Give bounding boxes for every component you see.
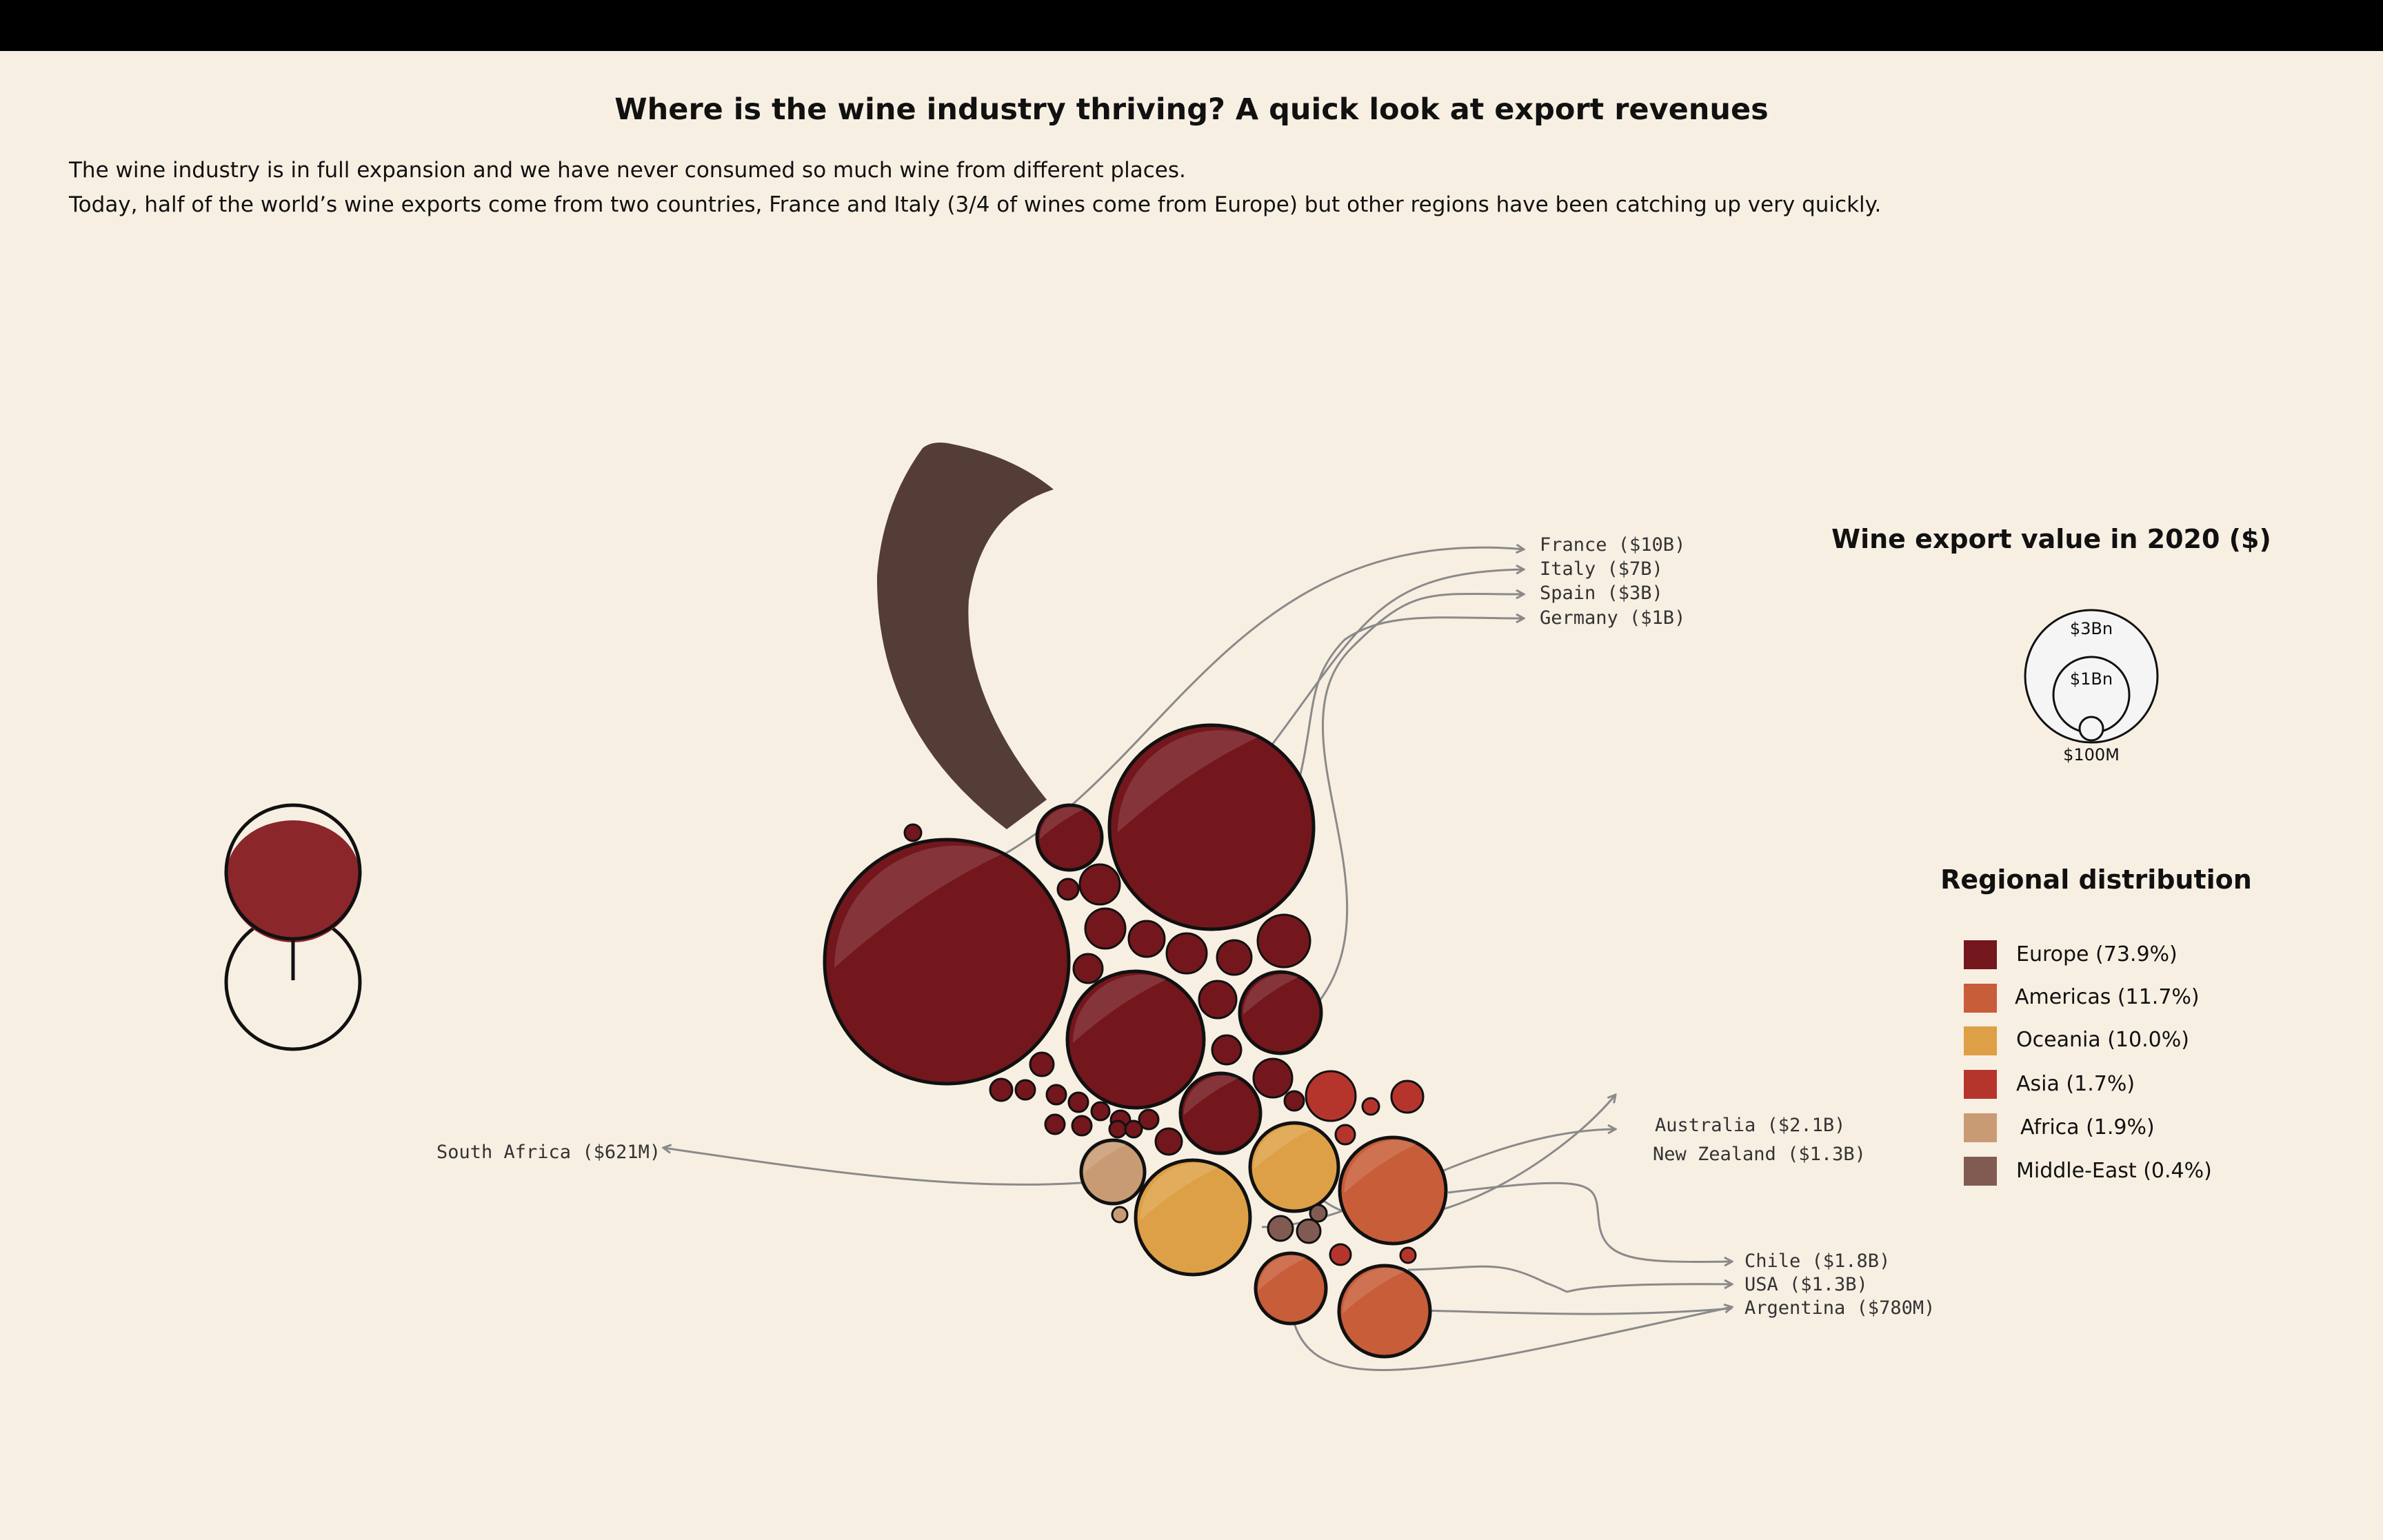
bubble-europe-bubble (1044, 1113, 1066, 1135)
bubble-asia-bubble (1390, 1080, 1425, 1114)
region-legend: Regional distribution Europe (73.9%) Ame… (1940, 864, 2252, 1186)
bubble-australia (1134, 1158, 1252, 1277)
bubble-usa (1337, 1264, 1432, 1359)
bubble-europe-bubble (1056, 878, 1080, 901)
bubble-asia-bubble (1334, 1124, 1356, 1146)
bubble-europe-bubble (1045, 1084, 1067, 1106)
label-italy: Italy ($7B) (1540, 558, 1663, 580)
bubble-europe-bubble (1072, 953, 1104, 984)
bubble-germany (1238, 970, 1323, 1055)
bubble-argentina (1254, 1251, 1328, 1326)
bubble-chile (1338, 1135, 1448, 1246)
size-legend-circle-small (2078, 716, 2104, 742)
legend-swatch-africa (1964, 1113, 1997, 1142)
legend-swatch-middle-east (1964, 1157, 1997, 1186)
wine-glass-icon (224, 803, 362, 1051)
top-bar (0, 0, 2383, 51)
country-labels: France ($10B) Italy ($7B) Spain ($3B) Ge… (436, 534, 1935, 1319)
bubble-highlight (1183, 1075, 1239, 1115)
bubble-highlight (1344, 1139, 1417, 1193)
region-legend-title: Regional distribution (1940, 864, 2252, 895)
grape-stem-shape (876, 443, 1054, 829)
bubble-highlight (1039, 807, 1085, 840)
bubble-europe-bubble (1029, 1051, 1055, 1077)
label-germany: Germany ($1B) (1540, 607, 1685, 629)
bubble-europe-bubble (1165, 932, 1208, 975)
bubble-south-africa (1079, 1138, 1147, 1206)
legend-swatch-oceania (1964, 1026, 1997, 1055)
subtitle-line-1: The wine industry is in full expansion a… (69, 158, 1186, 183)
bubble-highlight (1140, 1163, 1219, 1221)
bubble-highlight (1343, 1268, 1405, 1314)
bubble-europe-bubble (1256, 913, 1311, 969)
bubble-middle-east-bubble (1309, 1204, 1328, 1223)
bubble-europe-bubble (1138, 1108, 1160, 1131)
label-australia: Australia ($2.1B) (1655, 1115, 1845, 1136)
bubble-europe-bubble (1067, 1091, 1089, 1113)
bubble-italy (1107, 723, 1316, 931)
bubble-highlight (1072, 974, 1167, 1043)
bubble-europe-bubble (1283, 1090, 1305, 1112)
bubble-new-zealand (1248, 1121, 1340, 1213)
bubble-asia-bubble (1305, 1070, 1357, 1122)
size-legend-3bn: $3Bn (2070, 619, 2113, 638)
size-legend-1bn: $1Bn (2070, 669, 2113, 689)
bubble-highlight (1258, 1255, 1307, 1290)
bubble-middle-east-bubble (1267, 1215, 1294, 1242)
chart-title: Where is the wine industry thriving? A q… (614, 92, 1769, 127)
bubble-asia-bubble (1361, 1097, 1380, 1116)
bubble-portugal (1035, 803, 1104, 872)
bubble-france (823, 838, 1071, 1086)
legend-label-europe: Europe (73.9%) (2016, 942, 2178, 966)
label-france: France ($10B) (1540, 534, 1685, 556)
label-new-zealand: New Zealand ($1.3B) (1653, 1144, 1866, 1165)
bubble-europe-bubble (1084, 907, 1127, 950)
bubble-europe-bubble (1198, 980, 1238, 1020)
bubble-highlight (1243, 973, 1299, 1015)
bubble-highlight (1083, 1142, 1127, 1174)
bubble-europe-bubble (1071, 1115, 1093, 1137)
legend-swatch-europe (1964, 940, 1997, 969)
label-south-africa: South Africa ($621M) (436, 1142, 661, 1163)
size-legend-100m: $100M (2063, 745, 2120, 764)
legend-label-asia: Asia (1.7%) (2016, 1072, 2135, 1096)
label-argentina: Argentina ($780M) (1744, 1297, 1935, 1319)
legend-label-africa: Africa (1.9%) (2020, 1115, 2155, 1139)
bubble-highlight (1117, 730, 1258, 833)
bubble-europe-bubble (1154, 1127, 1183, 1156)
bubble-europe-bubble (1090, 1101, 1111, 1122)
legend-label-middle-east: Middle-East (0.4%) (2016, 1159, 2212, 1183)
bubble-highlight (834, 845, 1002, 968)
label-spain: Spain ($3B) (1540, 582, 1663, 604)
bubble-europe-bubble (903, 823, 923, 842)
bubble-europe-bubble (1127, 920, 1166, 958)
subtitle-line-2: Today, half of the world’s wine exports … (69, 192, 1882, 217)
bubble-africa-bubble (1111, 1206, 1129, 1224)
bubble-spain (1065, 969, 1206, 1110)
bubble-asia-bubble (1399, 1246, 1417, 1264)
bubble-europe-bubble (989, 1077, 1014, 1102)
bubble-europe-bubble (1252, 1057, 1294, 1099)
bubble-europe-bubble (1124, 1119, 1143, 1139)
bubble-europe-bubble (1216, 939, 1253, 976)
bubble-europe-bubble (1014, 1079, 1036, 1101)
bubble-europe-bubble (1178, 1071, 1263, 1155)
legend-label-americas: Americas (11.7%) (2015, 985, 2200, 1009)
size-legend: Wine export value in 2020 ($) $3Bn $1Bn … (1831, 524, 2271, 764)
bubble-europe-bubble (1078, 863, 1121, 906)
bubble-europe-bubble (1211, 1034, 1243, 1066)
country-bubbles (823, 723, 1448, 1359)
label-chile: Chile ($1.8B) (1744, 1250, 1890, 1272)
bubble-europe-bubble (1108, 1119, 1127, 1139)
legend-swatch-asia (1964, 1070, 1997, 1099)
size-legend-title: Wine export value in 2020 ($) (1831, 524, 2271, 554)
bubble-asia-bubble (1329, 1243, 1352, 1266)
legend-label-oceania: Oceania (10.0%) (2016, 1028, 2189, 1052)
legend-swatch-americas (1964, 984, 1997, 1013)
bubble-middle-east-bubble (1296, 1218, 1322, 1244)
label-usa: USA ($1.3B) (1744, 1274, 1868, 1295)
bubble-highlight (1254, 1125, 1314, 1170)
